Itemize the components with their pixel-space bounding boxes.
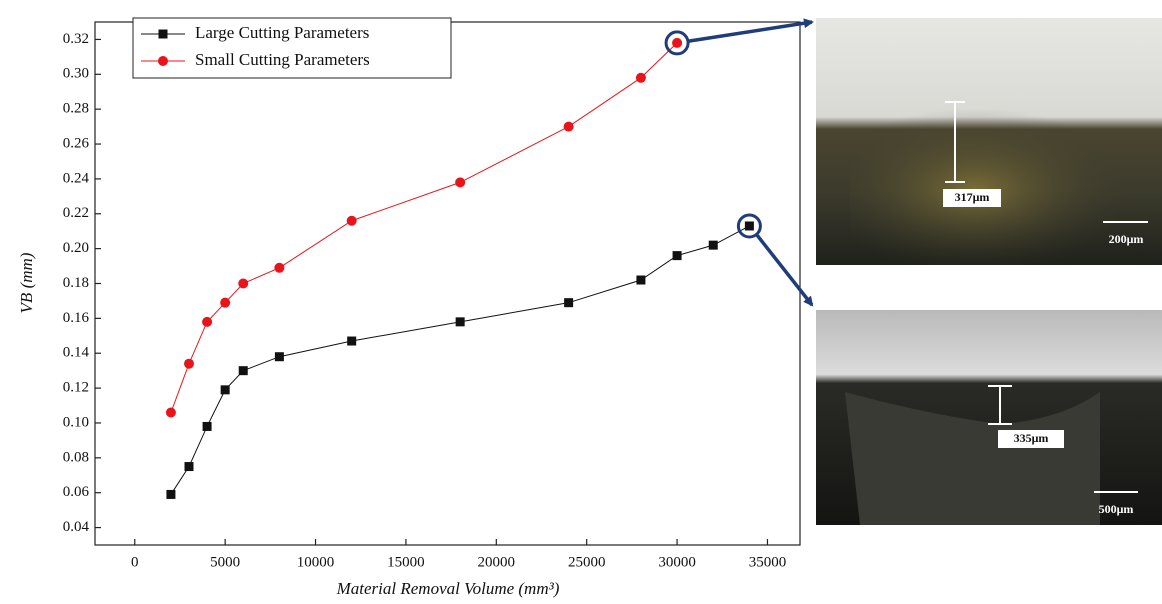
point	[166, 490, 175, 499]
micrograph-bottom: 335μm 500μm	[816, 310, 1162, 525]
point	[274, 263, 284, 273]
point	[745, 221, 754, 230]
point	[275, 352, 284, 361]
x-tick-label: 25000	[568, 554, 606, 570]
x-tick-label: 5000	[210, 554, 240, 570]
point	[203, 422, 212, 431]
y-tick-label: 0.08	[63, 449, 89, 465]
point	[347, 216, 357, 226]
y-tick-label: 0.30	[63, 66, 89, 82]
point	[239, 366, 248, 375]
measure-label: 335μm	[1014, 431, 1049, 445]
legend-label: Small Cutting Parameters	[195, 50, 370, 69]
scale-bar-label: 500μm	[1099, 502, 1134, 516]
x-tick-label: 35000	[749, 554, 787, 570]
point	[636, 276, 645, 285]
x-axis-title: Material Removal Volume (mm³)	[336, 579, 560, 598]
micrograph-top: 317μm 200μm	[816, 18, 1162, 265]
point	[564, 122, 574, 132]
point	[672, 38, 682, 48]
y-tick-label: 0.20	[63, 240, 89, 256]
scale-bar-label: 200μm	[1109, 232, 1144, 246]
y-tick-label: 0.06	[63, 484, 90, 500]
y-tick-label: 0.14	[63, 345, 90, 361]
point	[347, 337, 356, 346]
point	[185, 462, 194, 471]
measure-label: 317μm	[955, 190, 990, 204]
callout-arrow	[688, 22, 812, 41]
y-axis-title: VB (mm)	[17, 252, 36, 313]
legend-marker	[158, 56, 168, 66]
x-tick-label: 30000	[658, 554, 696, 570]
legend-marker	[159, 30, 168, 39]
point	[673, 251, 682, 260]
y-tick-label: 0.10	[63, 414, 89, 430]
point	[184, 359, 194, 369]
point	[636, 73, 646, 83]
point	[221, 385, 230, 394]
point	[238, 279, 248, 289]
plot-frame	[95, 22, 800, 545]
point	[564, 298, 573, 307]
y-tick-label: 0.32	[63, 31, 89, 47]
series-line	[171, 226, 749, 494]
callout-arrow	[756, 234, 812, 305]
y-tick-label: 0.12	[63, 380, 89, 396]
legend-label: Large Cutting Parameters	[195, 23, 369, 42]
y-tick-label: 0.26	[63, 135, 90, 151]
figure: 317μm 200μm 335μm 500μm Material Removal…	[0, 0, 1162, 604]
y-tick-label: 0.24	[63, 170, 90, 186]
x-tick-label: 20000	[478, 554, 516, 570]
y-tick-label: 0.04	[63, 519, 90, 535]
x-tick-label: 10000	[297, 554, 335, 570]
point	[455, 177, 465, 187]
x-tick-label: 0	[131, 554, 139, 570]
point	[456, 317, 465, 326]
series-line	[171, 43, 677, 413]
y-tick-label: 0.22	[63, 205, 89, 221]
point	[202, 317, 212, 327]
point	[220, 298, 230, 308]
point	[709, 241, 718, 250]
point	[166, 408, 176, 418]
y-tick-label: 0.18	[63, 275, 89, 291]
y-tick-label: 0.28	[63, 101, 89, 117]
y-tick-label: 0.16	[63, 310, 90, 326]
x-tick-label: 15000	[387, 554, 425, 570]
